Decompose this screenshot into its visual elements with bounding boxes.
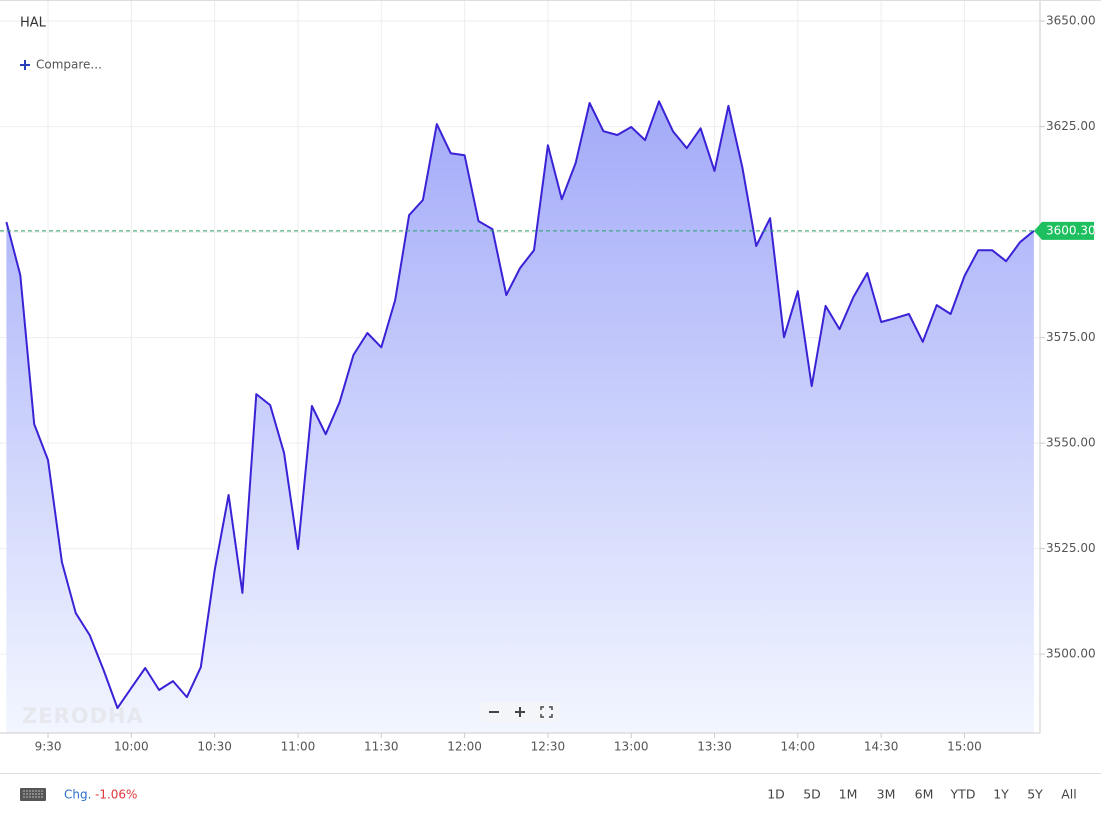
y-tick-label: 3500.00 xyxy=(1046,647,1096,661)
y-tick-label: 3650.00 xyxy=(1046,14,1096,28)
range-button[interactable]: All xyxy=(1061,787,1077,802)
x-tick-label: 9:30 xyxy=(35,740,62,754)
y-tick-label: 3525.00 xyxy=(1046,541,1096,555)
change-value: -1.06% xyxy=(95,788,137,802)
range-button[interactable]: 3M xyxy=(877,787,896,802)
range-button[interactable]: 1M xyxy=(839,787,858,802)
watermark: ZERODHA xyxy=(22,704,144,728)
range-button[interactable]: YTD xyxy=(950,787,976,802)
zoom-controls xyxy=(480,702,560,722)
compare-button[interactable]: Compare... xyxy=(20,58,102,72)
y-tick-label: 3625.00 xyxy=(1046,119,1096,133)
last-price-tag xyxy=(1034,221,1094,240)
chart-title: HAL xyxy=(20,16,47,31)
x-tick-label: 13:30 xyxy=(697,740,732,754)
x-tick-label: 15:00 xyxy=(947,740,982,754)
x-tick-label: 14:00 xyxy=(781,740,816,754)
fullscreen[interactable] xyxy=(540,706,553,718)
range-button[interactable]: 5Y xyxy=(1027,787,1043,802)
keyboard-keys xyxy=(23,790,43,798)
range-button[interactable]: 1D xyxy=(767,787,785,802)
range-button[interactable]: 1Y xyxy=(993,787,1009,802)
x-tick-label: 12:30 xyxy=(531,740,566,754)
change-label: Chg. xyxy=(64,788,91,802)
x-tick-label: 10:30 xyxy=(197,740,232,754)
range-button[interactable]: 5D xyxy=(803,787,821,802)
x-tick-label: 11:30 xyxy=(364,740,399,754)
y-tick-label: 3550.00 xyxy=(1046,436,1096,450)
area xyxy=(6,101,1034,733)
last-price-label: 3600.30 xyxy=(1046,223,1096,237)
x-tick-label: 10:00 xyxy=(114,740,149,754)
x-tick-label: 12:00 xyxy=(447,740,482,754)
range-button[interactable]: 6M xyxy=(915,787,934,802)
line xyxy=(5,100,1035,710)
y-tick-label: 3575.00 xyxy=(1046,330,1096,344)
compare-label: Compare... xyxy=(36,58,102,72)
x-tick-label: 13:00 xyxy=(614,740,649,754)
x-tick-label: 11:00 xyxy=(281,740,316,754)
x-tick-label: 14:30 xyxy=(864,740,899,754)
